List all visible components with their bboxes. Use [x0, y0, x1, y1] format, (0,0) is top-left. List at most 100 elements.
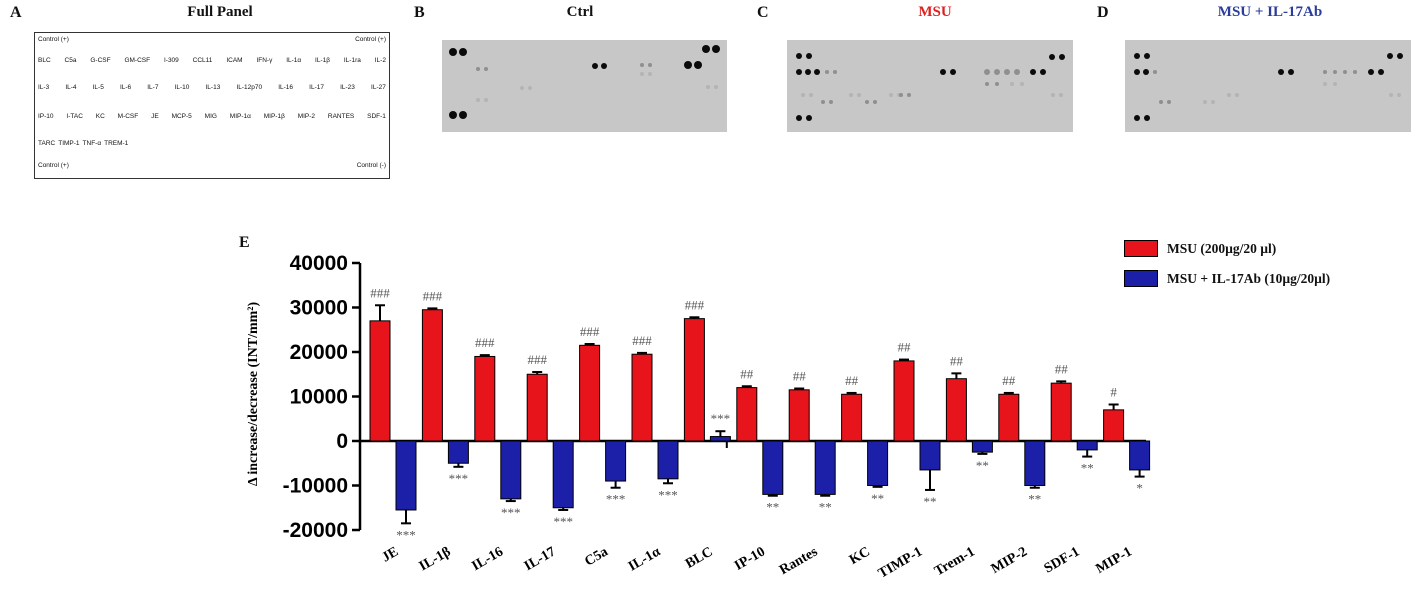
blot-spot — [528, 86, 532, 90]
blot-spot — [648, 72, 652, 76]
blot-ctrl — [442, 40, 727, 132]
bar-msu — [1103, 409, 1125, 442]
x-tick-label: IP-10 — [732, 544, 768, 573]
bar-msu-il17ab — [814, 440, 836, 495]
x-tick-label: MIP-1 — [1094, 544, 1135, 576]
blot-spot — [1134, 69, 1140, 75]
blot-spot — [821, 100, 825, 104]
blot-spot — [1333, 82, 1337, 86]
y-tick-label: -10000 — [283, 475, 348, 498]
significance-msu: ### — [632, 333, 652, 348]
panel-title-d: MSU + IL-17Ab — [1217, 4, 1323, 20]
blot-spot — [814, 69, 820, 75]
x-tick-label: TIMP-1 — [876, 544, 925, 581]
blot-spot — [806, 115, 812, 121]
x-tick-label: IL-16 — [469, 544, 505, 574]
significance-msu: ### — [527, 352, 547, 367]
blot-spot — [1387, 53, 1393, 59]
significance-msu-il17ab: *** — [606, 492, 626, 507]
significance-msu: ## — [845, 373, 859, 388]
blot-spot — [592, 63, 598, 69]
significance-msu: ## — [1002, 373, 1016, 388]
blot-spot — [825, 70, 829, 74]
blot-spot — [1051, 93, 1055, 97]
blot-spot — [1211, 100, 1215, 104]
blot-spot — [1159, 100, 1163, 104]
blot-spot — [1030, 69, 1036, 75]
y-tick-label: 10000 — [290, 386, 348, 409]
blot-spot — [1134, 115, 1140, 121]
bar-msu — [579, 344, 601, 442]
significance-msu-il17ab: *** — [396, 527, 416, 542]
x-tick-label: KC — [847, 544, 873, 567]
significance-msu-il17ab: * — [1136, 481, 1143, 496]
blot-spot — [459, 111, 467, 119]
blot-spot — [1368, 69, 1374, 75]
blot-spot — [648, 63, 652, 67]
blot-spot — [1288, 69, 1294, 75]
blot-spot — [484, 67, 488, 71]
key-row-1: BLC C5a G-CSF GM-CSF I-309 CCL11 ICAM IFN-γ IL-1… — [38, 57, 386, 64]
bar-msu — [736, 387, 758, 442]
blot-spot — [950, 69, 956, 75]
x-tick-label: IL-1β — [417, 544, 454, 574]
blot-spot — [889, 93, 893, 97]
blot-spot — [1397, 53, 1403, 59]
significance-msu: ### — [580, 324, 600, 339]
bar-msu-il17ab — [500, 440, 522, 500]
bar-msu — [998, 393, 1020, 442]
blot-spot — [1040, 69, 1046, 75]
blot-spot — [640, 72, 644, 76]
significance-msu-il17ab: *** — [658, 487, 678, 502]
bar-msu-il17ab — [1076, 440, 1098, 451]
bar-msu-il17ab — [971, 440, 993, 453]
significance-msu-il17ab: ** — [924, 494, 937, 509]
x-tick-label: Rantes — [777, 544, 821, 578]
significance-msu: ### — [423, 288, 443, 303]
chart-legend: MSU (200µg/20 µl) MSU + IL-17Ab (10µg/20… — [1124, 240, 1330, 300]
key-row-4: TARC TIMP-1 TNF-α TREM-1 — [38, 140, 129, 147]
blot-spot — [1378, 69, 1384, 75]
legend-swatch-msu — [1124, 240, 1158, 257]
bar-msu-il17ab — [762, 440, 784, 495]
blot-spot — [476, 98, 480, 102]
blot-spot — [694, 61, 702, 69]
blot-spot — [1134, 53, 1140, 59]
panel-letter-a: A — [10, 4, 22, 21]
legend-item-msu-il17ab: MSU + IL-17Ab (10µg/20µl) — [1124, 270, 1330, 287]
significance-msu: ### — [475, 335, 495, 350]
bar-msu — [631, 353, 653, 442]
significance-msu: ## — [793, 368, 807, 383]
blot-spot — [1144, 53, 1150, 59]
panel-letter-e: E — [239, 234, 250, 251]
y-tick-label: 40000 — [290, 252, 348, 275]
x-tick-label: IL-1α — [626, 544, 663, 574]
significance-msu: ## — [1055, 361, 1069, 376]
bar-msu — [526, 373, 548, 442]
blot-spot — [805, 69, 811, 75]
significance-msu: ## — [740, 366, 754, 381]
blot-spot — [796, 69, 802, 75]
blot-spot — [1323, 70, 1327, 74]
bar-msu — [841, 393, 863, 442]
y-tick-label: 20000 — [290, 341, 348, 364]
blot-spot — [865, 100, 869, 104]
bar-msu — [369, 320, 391, 442]
blot-spot — [1014, 69, 1020, 75]
blot-spot — [1059, 54, 1065, 60]
bar-msu — [1050, 382, 1072, 442]
y-tick-label: 0 — [336, 430, 348, 453]
blot-spot — [833, 70, 837, 74]
blot-spot — [702, 45, 710, 53]
significance-msu-il17ab: *** — [553, 514, 573, 529]
blot-spot — [601, 63, 607, 69]
key-control-bottom-left: Control (+) — [38, 162, 69, 169]
key-row-3: IP-10 I-TAC KC M-CSF JE MCP-5 MIG MIP-1α MIP-1β M… — [38, 113, 386, 120]
bar-msu-il17ab — [867, 440, 889, 486]
panel-title-c: MSU — [918, 4, 952, 20]
bar-msu-il17ab — [1024, 440, 1046, 486]
blot-spot — [1278, 69, 1284, 75]
blot-spot — [714, 85, 718, 89]
blot-spot — [873, 100, 877, 104]
